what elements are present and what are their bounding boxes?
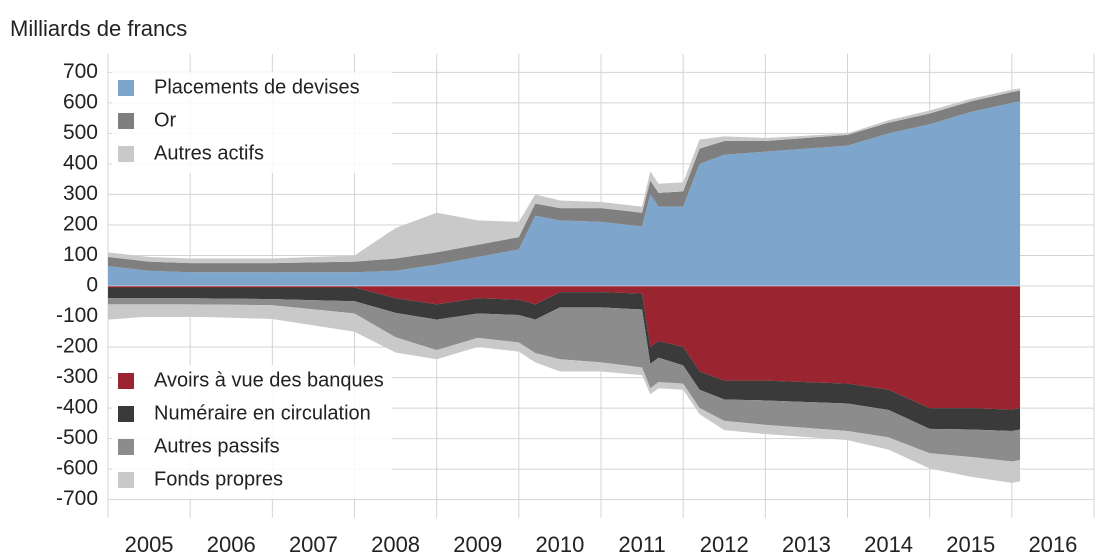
legend-swatch: [118, 146, 134, 162]
legend-label: Placements de devises: [154, 76, 360, 98]
legend-swatch: [118, 80, 134, 96]
legend-swatch: [118, 439, 134, 455]
y-tick-label: -300: [56, 365, 98, 388]
area: [108, 298, 1021, 462]
legend-background: [112, 365, 392, 499]
chart-title: Milliards de francs: [10, 16, 187, 41]
y-tick-label: -400: [56, 396, 98, 419]
y-tick-label: 700: [63, 60, 98, 83]
y-tick-label: 200: [63, 212, 98, 235]
areas: [108, 88, 1021, 483]
x-tick-label: 2013: [782, 532, 831, 557]
y-tick-label: 400: [63, 151, 98, 174]
x-tick-label: 2010: [535, 532, 584, 557]
x-tick-label: 2016: [1028, 532, 1077, 557]
y-tick-label: -600: [56, 457, 98, 480]
legend-swatch: [118, 406, 134, 422]
x-tick-label: 2006: [207, 532, 256, 557]
area: [108, 287, 1021, 431]
x-tick-label: 2009: [453, 532, 502, 557]
y-tick-label: 0: [86, 274, 98, 297]
y-tick-label: 100: [63, 243, 98, 266]
legend-label: Fonds propres: [154, 468, 283, 490]
x-tick-label: 2005: [125, 532, 174, 557]
y-tick-label: 600: [63, 90, 98, 113]
x-tick-label: 2012: [700, 532, 749, 557]
legend-label: Or: [154, 109, 177, 131]
x-tick-label: 2008: [371, 532, 420, 557]
y-tick-label: -200: [56, 335, 98, 358]
area: [108, 101, 1021, 286]
area: [108, 286, 1021, 410]
y-tick-label: 300: [63, 182, 98, 205]
y-tick-label: -700: [56, 487, 98, 510]
x-tick-label: 2014: [864, 532, 913, 557]
legend-label: Avoirs à vue des banques: [154, 369, 384, 391]
y-tick-label: -100: [56, 304, 98, 327]
legend-swatch: [118, 113, 134, 129]
legend-label: Autres actifs: [154, 142, 264, 164]
legend: Placements de devises Or Autres actifs: [112, 72, 392, 173]
legend-swatch: [118, 373, 134, 389]
legend-label: Numéraire en circulation: [154, 402, 371, 424]
x-tick-label: 2015: [946, 532, 995, 557]
y-tick-label: 500: [63, 121, 98, 144]
legend-label: Autres passifs: [154, 435, 280, 457]
x-tick-label: 2007: [289, 532, 338, 557]
area: [108, 304, 1021, 483]
legend-swatch: [118, 472, 134, 488]
legend-background: [112, 72, 392, 173]
y-tick-label: -500: [56, 426, 98, 449]
x-tick-label: 2011: [618, 532, 665, 557]
legend: Avoirs à vue des banques Numéraire en cir…: [112, 365, 392, 499]
